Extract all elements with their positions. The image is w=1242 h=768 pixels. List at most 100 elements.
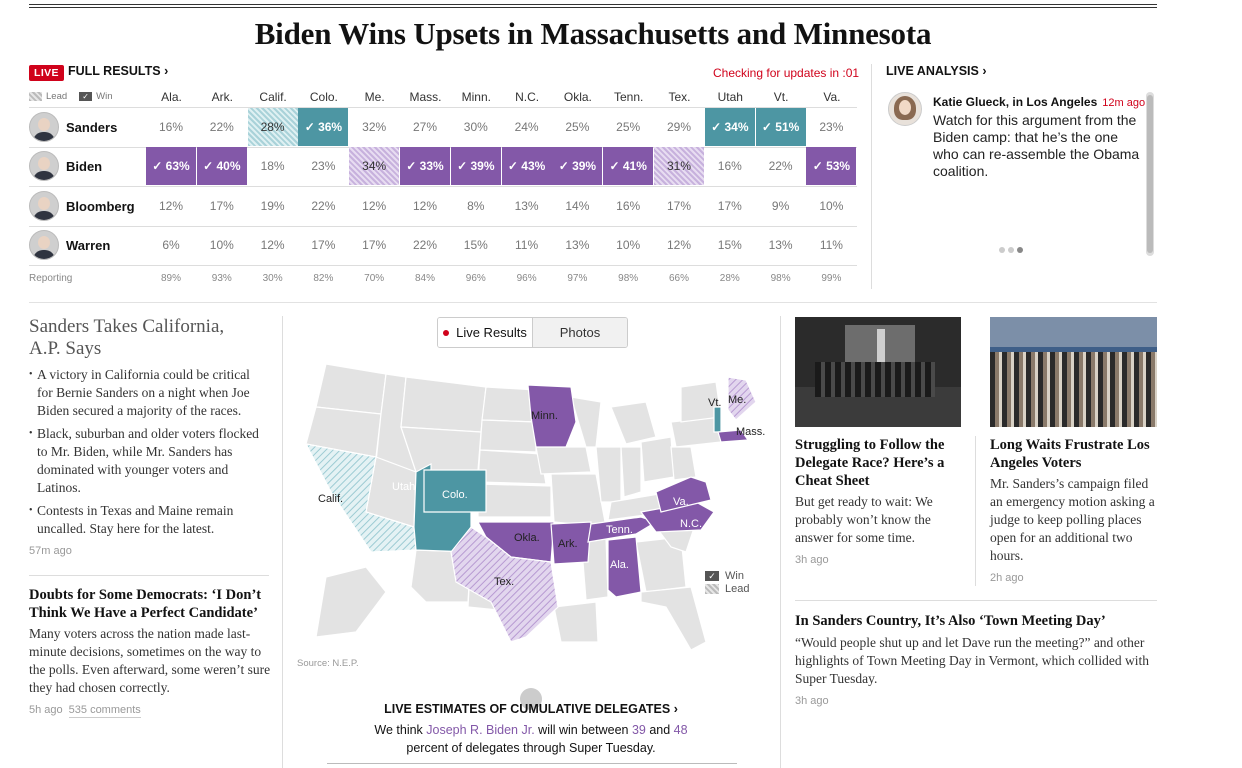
result-cell[interactable]: 23% (819, 120, 844, 134)
state-header[interactable]: N.C. (515, 90, 540, 104)
result-cell[interactable]: 17% (311, 238, 336, 252)
result-cell[interactable]: 17% (209, 199, 234, 213)
result-cell[interactable]: 9% (771, 199, 790, 213)
state-header[interactable]: Calif. (259, 90, 287, 104)
result-cell[interactable]: 22% (311, 199, 336, 213)
scroll-up-button[interactable] (520, 688, 542, 710)
result-cell[interactable]: 23% (311, 159, 336, 173)
result-cell[interactable]: 17% (666, 199, 692, 213)
state-header[interactable]: Mass. (409, 90, 442, 104)
result-cell[interactable]: ✓ 36% (298, 108, 349, 146)
us-results-map[interactable]: Minn. Vt. Me. Mass. Calif. Utah Colo. Va… (296, 352, 766, 652)
result-cell[interactable]: 16% (717, 159, 742, 173)
scroll-thumb[interactable] (1147, 95, 1153, 253)
result-cell[interactable]: 29% (666, 120, 692, 134)
story-title-long-waits[interactable]: Long Waits Frustrate Los Angeles Voters (990, 437, 1150, 471)
result-cell[interactable]: 12% (412, 199, 438, 213)
result-cell[interactable]: 25% (565, 120, 590, 134)
tab-live-results[interactable]: Live Results (438, 318, 532, 347)
result-cell[interactable]: ✓ 33% (400, 147, 450, 185)
result-cell[interactable]: 6% (162, 238, 180, 252)
result-cell[interactable]: 17% (717, 199, 742, 213)
result-cell[interactable]: 8% (467, 199, 485, 213)
candidate-row-label[interactable]: Biden (29, 147, 102, 185)
result-cell[interactable]: 12% (666, 238, 692, 252)
result-cell[interactable]: ✓ 39% (552, 147, 603, 185)
candidate-row-label[interactable]: Warren (29, 226, 110, 264)
result-cell[interactable]: ✓ 34% (704, 108, 755, 146)
result-cell[interactable]: ✓ 43% (501, 147, 552, 185)
result-cell[interactable]: ✓ 41% (603, 147, 654, 185)
result-cell[interactable]: ✓ 53% (806, 147, 857, 185)
result-cell[interactable]: 16% (158, 120, 184, 134)
state-header[interactable]: Utah (717, 90, 743, 104)
story-title-town-meeting[interactable]: In Sanders Country, It’s Also ‘Town Meet… (795, 613, 1106, 629)
tab-photos[interactable]: Photos (532, 318, 627, 347)
result-cell[interactable]: 12% (362, 199, 387, 213)
result-cell[interactable]: 11% (819, 238, 843, 252)
result-cell[interactable]: 13% (565, 238, 590, 252)
carousel-dot[interactable] (999, 247, 1005, 253)
story-title-sanders-california[interactable]: Sanders Takes California, A.P. Says (29, 316, 225, 359)
result-cell[interactable]: 12% (158, 199, 184, 213)
comments-link[interactable]: 535 comments (68, 704, 141, 718)
result-cell[interactable]: 28% (247, 108, 298, 146)
page-headline[interactable]: Biden Wins Upsets in Massachusetts and M… (254, 16, 932, 51)
result-cell[interactable]: 13% (514, 199, 539, 213)
state-maine (727, 376, 757, 421)
result-cell[interactable]: 15% (717, 238, 742, 252)
result-cell[interactable]: 11% (515, 238, 539, 252)
state-header[interactable]: Tenn. (614, 90, 644, 104)
delegates-estimate-title[interactable]: LIVE ESTIMATES OF CUMULATIVE DELEGATES › (384, 702, 678, 716)
state-header[interactable]: Va. (823, 90, 841, 104)
state-header[interactable]: Tex. (668, 90, 691, 104)
analysis-scrollbar[interactable] (1146, 92, 1154, 256)
result-cell[interactable]: 10% (209, 238, 234, 252)
state-header[interactable]: Minn. (461, 90, 491, 104)
result-cell[interactable]: 34% (349, 147, 400, 185)
state-header[interactable]: Me. (364, 90, 385, 104)
result-cell[interactable]: 18% (260, 159, 285, 173)
result-cell[interactable]: ✓ 51% (755, 108, 806, 146)
state-header[interactable]: Okla. (563, 90, 592, 104)
result-cell[interactable]: 22% (209, 120, 234, 134)
state-header[interactable]: Vt. (773, 90, 789, 104)
result-cell[interactable]: 24% (514, 120, 539, 134)
state-header[interactable]: Ark. (211, 90, 233, 104)
candidate-name[interactable]: Joseph R. Biden Jr. (426, 723, 535, 737)
live-analysis-title[interactable]: LIVE ANALYSIS › (886, 64, 987, 78)
result-cell[interactable]: ✓ 40% (196, 147, 247, 185)
result-cell[interactable]: 10% (616, 238, 641, 252)
result-cell[interactable]: 31% (654, 147, 704, 185)
result-cell[interactable]: 22% (768, 159, 793, 173)
result-cell[interactable]: 17% (362, 238, 387, 252)
photo-los-angeles-voters[interactable] (990, 317, 1157, 427)
result-cell[interactable]: 13% (768, 238, 793, 252)
candidate-row-label[interactable]: Sanders (29, 108, 117, 146)
result-cell[interactable]: 27% (412, 120, 438, 134)
carousel-dot-active[interactable] (1017, 247, 1023, 253)
map-photo-toggle[interactable]: Live Results Photos (437, 317, 628, 348)
carousel-dot[interactable] (1008, 247, 1014, 253)
carousel-dots[interactable] (999, 247, 1023, 253)
story-title-doubts[interactable]: Doubts for Some Democrats: ‘I Don’t Thin… (29, 587, 262, 621)
story-title-delegate-race[interactable]: Struggling to Follow the Delegate Race? … (795, 437, 945, 489)
photo-delegate-race[interactable] (795, 317, 961, 427)
result-cell[interactable]: 25% (616, 120, 641, 134)
result-cell[interactable]: 10% (819, 199, 844, 213)
map-legend: ✓ Win Lead (705, 570, 749, 596)
full-results-link[interactable]: FULL RESULTS › (68, 64, 169, 78)
result-cell[interactable]: 12% (260, 238, 285, 252)
state-header[interactable]: Colo. (309, 90, 338, 104)
state-header[interactable]: Ala. (161, 90, 182, 104)
result-cell[interactable]: 16% (616, 199, 641, 213)
result-cell[interactable]: 32% (362, 120, 387, 134)
result-cell[interactable]: 14% (565, 199, 590, 213)
result-cell[interactable]: 15% (463, 238, 488, 252)
result-cell[interactable]: ✓ 63% (146, 147, 196, 185)
result-cell[interactable]: 22% (412, 238, 438, 252)
result-cell[interactable]: 19% (260, 199, 285, 213)
result-cell[interactable]: 30% (463, 120, 488, 134)
candidate-row-label[interactable]: Bloomberg (29, 187, 135, 225)
result-cell[interactable]: ✓ 39% (450, 147, 501, 185)
